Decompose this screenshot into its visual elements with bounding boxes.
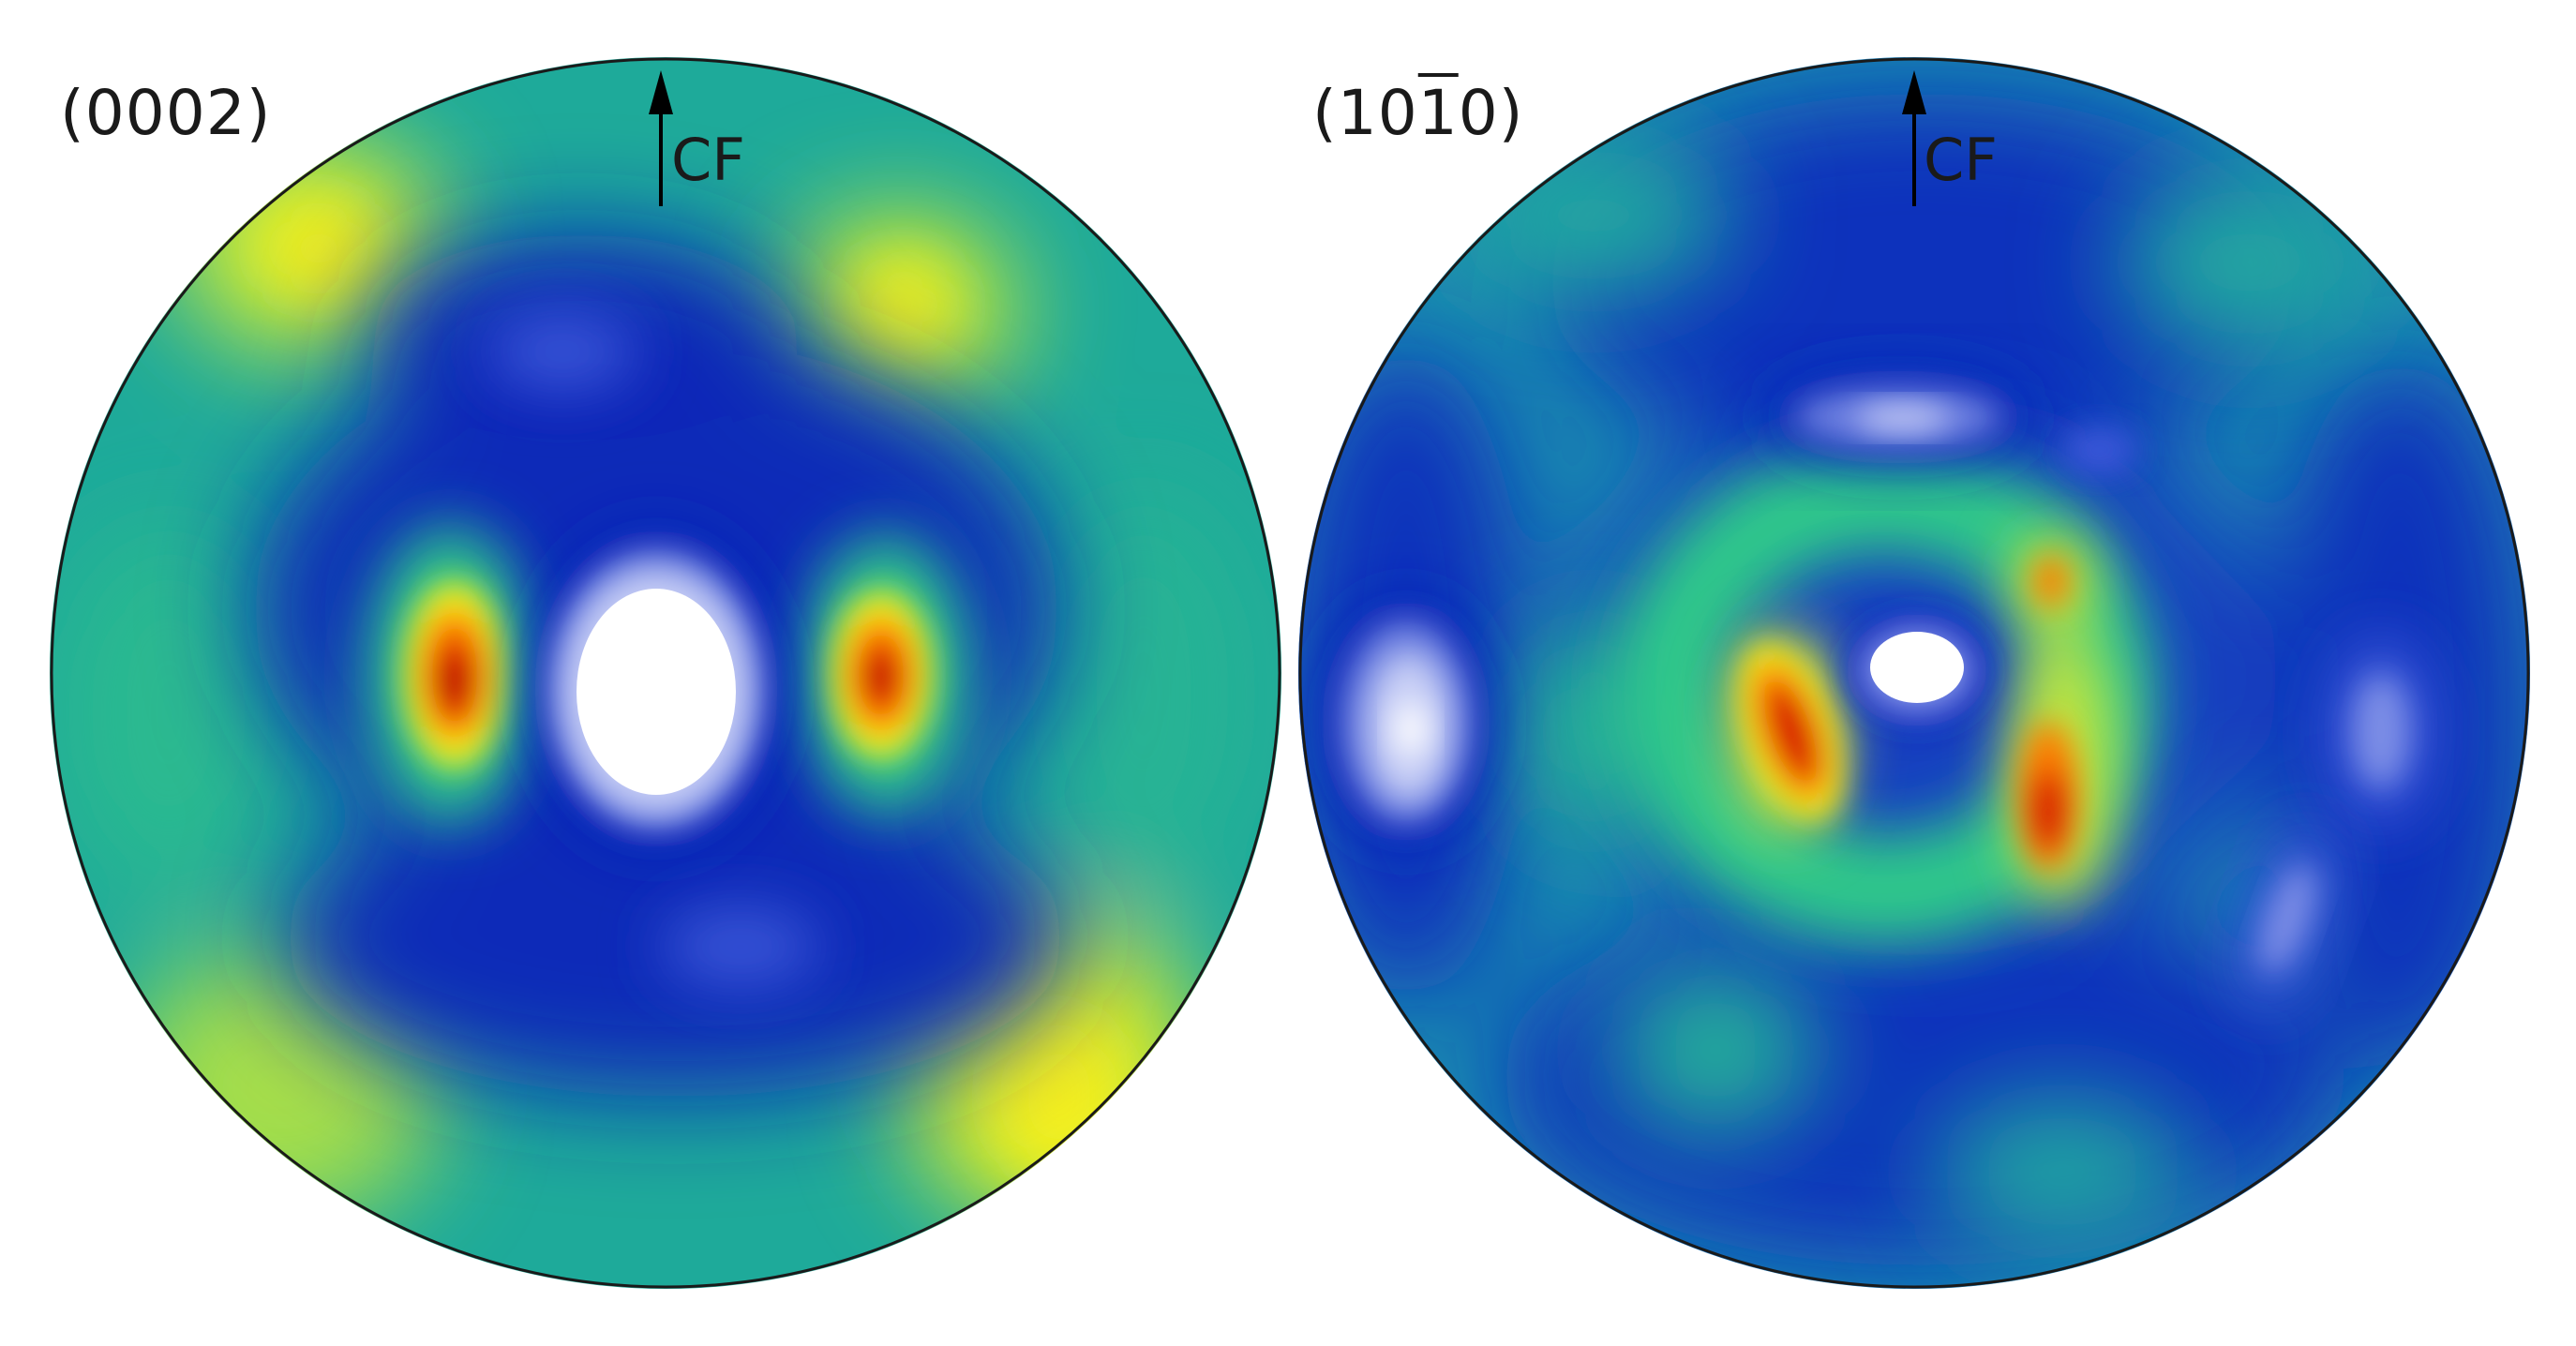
cf-label-right: CF <box>1924 126 1998 194</box>
pole-figure-0002 <box>50 57 1281 1289</box>
pf-left-outline <box>50 57 1281 1289</box>
pf-right-maxima <box>1737 555 2078 872</box>
panel-label-10-10-part1: (10 <box>1312 77 1418 149</box>
panel-label-10-10-part3: 0) <box>1458 77 1524 149</box>
pole-figure-10-10 <box>1298 57 2530 1289</box>
pf-left-low-accents <box>487 314 820 984</box>
cf-label-left: CF <box>671 126 745 194</box>
panel-label-10-10-bar: 1 <box>1417 77 1459 149</box>
pf-left-maxima <box>403 581 933 769</box>
pf-right-outline <box>1298 57 2530 1289</box>
pf-left-peak-yellow <box>262 197 1120 1176</box>
panel-label-0002: (0002) <box>60 77 272 149</box>
panel-label-10-10: (1010) <box>1312 77 1523 149</box>
pf-right-minima <box>1322 370 2433 1008</box>
pf-left-minimum <box>534 530 778 848</box>
pf-left-high-regions <box>56 131 1256 1228</box>
cf-arrow-left <box>649 70 673 206</box>
cf-arrow-right <box>1902 70 1926 206</box>
